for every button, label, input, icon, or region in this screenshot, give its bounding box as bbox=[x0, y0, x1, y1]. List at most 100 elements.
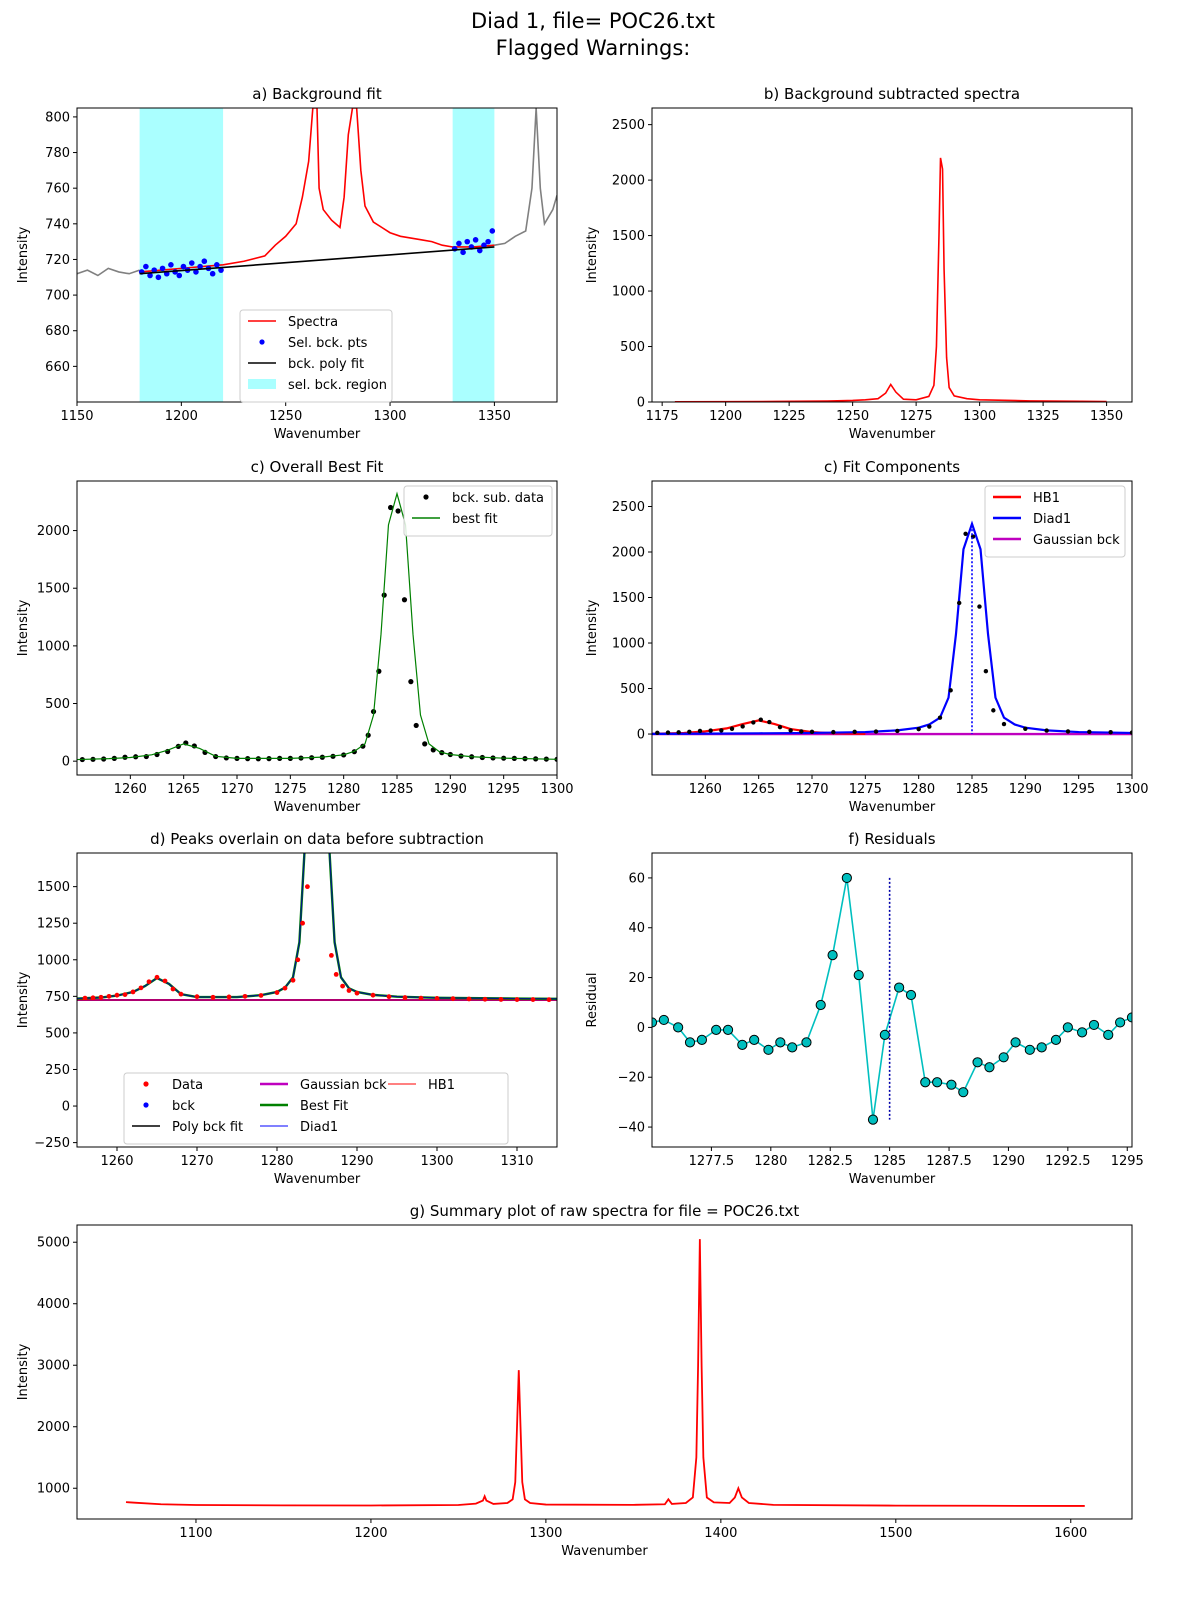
residual-line bbox=[652, 877, 1132, 1120]
residual-point bbox=[827, 950, 838, 961]
x-tick-label: 1100 bbox=[179, 1526, 212, 1541]
data-point bbox=[983, 669, 989, 674]
sel-bck-point bbox=[464, 238, 471, 245]
sel-bck-point bbox=[143, 263, 149, 270]
residual-point bbox=[1050, 1034, 1062, 1045]
y-tick-label: 0 bbox=[62, 1100, 70, 1115]
plot-title: a) Background fit bbox=[252, 85, 382, 103]
bck-sub-data-point bbox=[395, 508, 401, 514]
y-tick-label: 660 bbox=[45, 360, 70, 375]
data-point bbox=[434, 995, 440, 1001]
x-tick-label: 1290 bbox=[340, 1154, 373, 1169]
raw-spectrum-left bbox=[77, 267, 140, 277]
legend-marker bbox=[259, 339, 265, 345]
y-tick-label: 2500 bbox=[612, 500, 645, 515]
x-axis-label: Wavenumber bbox=[274, 427, 361, 442]
data-point bbox=[957, 600, 962, 606]
y-tick-label: 0 bbox=[637, 728, 645, 743]
bck-poly-fit bbox=[139, 246, 495, 275]
residual-point bbox=[894, 982, 905, 993]
data-point bbox=[852, 729, 857, 735]
y-tick-label: 750 bbox=[45, 990, 70, 1005]
sel-bck-point bbox=[456, 240, 462, 247]
x-tick-label: 1285 bbox=[873, 1154, 906, 1169]
y-tick-label: 500 bbox=[45, 697, 70, 712]
plot-content bbox=[674, 157, 1107, 402]
residual-point bbox=[1088, 1019, 1100, 1031]
x-tick-label: 1285 bbox=[380, 782, 413, 797]
data-point bbox=[1087, 729, 1092, 735]
residual-point bbox=[853, 969, 864, 981]
plot-b: 1175 1200 1225 1250 1275 1300 1325 1350 0 500 1000… bbox=[585, 85, 1133, 442]
y-tick-label: −20 bbox=[618, 1071, 645, 1086]
sel-bck-point bbox=[159, 265, 166, 272]
y-tick-label: 780 bbox=[45, 146, 70, 161]
plot-d: 1260 1270 1280 1290 1300 1310 −250 0 250 500 750 10… bbox=[16, 830, 558, 1187]
residual-point bbox=[763, 1044, 774, 1055]
y-tick-label: 20 bbox=[628, 971, 645, 986]
x-tick-label: 1300 bbox=[540, 782, 573, 797]
data-point bbox=[482, 996, 488, 1002]
data-point bbox=[274, 990, 280, 995]
data-point bbox=[1065, 729, 1071, 734]
legend-marker bbox=[143, 1102, 149, 1108]
data-point bbox=[300, 920, 305, 926]
data-point bbox=[1129, 730, 1132, 735]
residual-point bbox=[658, 1014, 669, 1026]
diad1-line bbox=[77, 853, 557, 1000]
axes-frame bbox=[651, 852, 1133, 1148]
plot-title: g) Summary plot of raw spectra for file … bbox=[410, 1202, 800, 1220]
y-tick-label: 680 bbox=[45, 324, 70, 339]
data-point bbox=[90, 995, 96, 1001]
plot-title: d) Peaks overlain on data before subtrac… bbox=[150, 830, 484, 848]
spectra-line bbox=[139, 108, 495, 273]
x-axis-label: Wavenumber bbox=[849, 1172, 936, 1187]
y-axis-label: Residual bbox=[585, 973, 600, 1028]
data-point bbox=[799, 729, 804, 734]
residual-point bbox=[1010, 1037, 1021, 1048]
sel-bck-point bbox=[151, 267, 158, 273]
raw-spectrum-line bbox=[125, 1239, 1085, 1507]
y-tick-label: 1500 bbox=[37, 880, 70, 895]
y-tick-label: 720 bbox=[45, 253, 70, 268]
legend-label: sel. bck. region bbox=[288, 378, 387, 393]
x-tick-label: 1325 bbox=[1027, 409, 1060, 424]
x-tick-label: 1260 bbox=[114, 782, 147, 797]
data-point bbox=[130, 989, 136, 995]
x-tick-label: 1260 bbox=[100, 1154, 133, 1169]
plot-g: 1100 1200 1300 1400 1500 1600 1000 2000 3000 4000… bbox=[16, 1202, 1133, 1559]
y-tick-label: 500 bbox=[620, 682, 645, 697]
sel-bck-point bbox=[147, 272, 153, 279]
data-point bbox=[154, 974, 160, 980]
sel-bck-point bbox=[201, 258, 208, 265]
y-axis-label: Intensity bbox=[16, 226, 31, 283]
legend-label: HB1 bbox=[428, 1078, 455, 1093]
x-tick-label: 1292.5 bbox=[1045, 1154, 1091, 1169]
x-tick-label: 1290 bbox=[434, 782, 467, 797]
sel-bck-point bbox=[214, 262, 220, 268]
data-point bbox=[498, 997, 504, 1002]
y-axis-label: Intensity bbox=[585, 226, 600, 283]
residual-point bbox=[775, 1037, 786, 1048]
x-tick-label: 1260 bbox=[689, 782, 722, 797]
x-tick-label: 1250 bbox=[836, 409, 869, 424]
x-tick-label: 1225 bbox=[773, 409, 806, 424]
y-tick-label: 4000 bbox=[37, 1297, 70, 1312]
best-fit-line bbox=[77, 491, 557, 761]
axes-frame bbox=[76, 1224, 1133, 1520]
sel-bck-point bbox=[209, 270, 216, 277]
data-point bbox=[740, 724, 745, 729]
x-tick-label: 1270 bbox=[795, 782, 828, 797]
data-point bbox=[777, 724, 783, 730]
data-point bbox=[295, 957, 301, 963]
plot-content bbox=[125, 1239, 1085, 1507]
x-tick-label: 1200 bbox=[709, 409, 742, 424]
data-point bbox=[916, 726, 921, 732]
sel-bck-point bbox=[481, 242, 487, 248]
y-tick-label: 0 bbox=[637, 1021, 645, 1036]
data-point bbox=[927, 724, 932, 729]
legend-patch bbox=[248, 379, 276, 389]
residual-point bbox=[998, 1052, 1009, 1063]
x-tick-label: 1280 bbox=[902, 782, 935, 797]
plot-a: 1150 1200 1250 1300 1350 660 680 700 720 740 760 78… bbox=[16, 85, 558, 442]
